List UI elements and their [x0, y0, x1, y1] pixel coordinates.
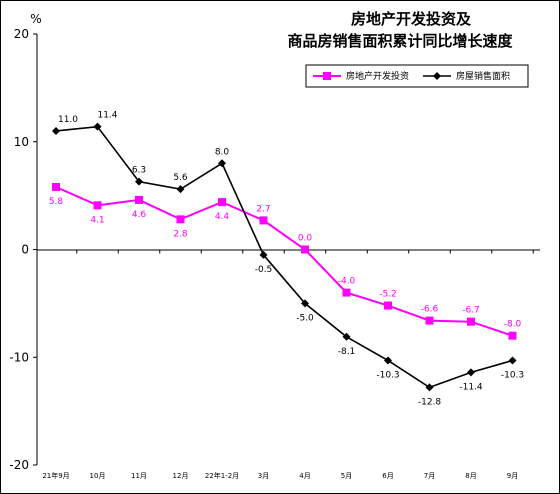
data-point-diamond — [93, 122, 102, 131]
series-line — [55, 125, 513, 389]
data-point-diamond — [176, 185, 185, 194]
x-tick-label: 10月 — [90, 472, 106, 480]
y-axis-unit-label: % — [30, 12, 41, 26]
y-tick-label: -10 — [9, 350, 29, 364]
data-label: 4.1 — [90, 215, 104, 225]
x-tick-label: 12月 — [173, 472, 189, 480]
data-point-square — [135, 195, 143, 204]
data-point-square — [93, 201, 102, 210]
chart-title-line-1: 房地产开发投资及 — [351, 10, 472, 28]
legend-label-investment: 房地产开发投资 — [346, 70, 409, 82]
data-point-diamond — [384, 356, 392, 365]
x-tick-label: 5月 — [341, 472, 352, 480]
data-point-square — [508, 331, 517, 340]
series-layer: 5.8 4.1 4.6 2.8 4.4 2.7 0.0 -4.0 -5.2 -6.6 -6.7 -8.… — [49, 111, 524, 408]
data-label: -6.7 — [462, 306, 480, 316]
y-axis-ticks: 20 10 0 -10 -20 — [9, 27, 37, 472]
x-tick-label: 4月 — [299, 472, 310, 480]
data-point-square — [259, 216, 268, 225]
data-point-diamond — [301, 299, 309, 308]
chart-title-line-2: 商品房销售面积累计同比增长速度 — [287, 32, 513, 50]
data-label: 5.6 — [173, 173, 188, 183]
y-tick-label: 20 — [14, 27, 29, 41]
data-label: -6.6 — [421, 305, 439, 315]
data-point-diamond — [259, 250, 268, 259]
legend-marker-sales-area — [433, 72, 441, 80]
x-tick-label: 3月 — [258, 472, 269, 480]
data-point-square — [384, 301, 392, 310]
data-point-square — [342, 288, 351, 297]
x-axis-ticks: 21年9月 10月 11月 12月 22年1-2月 3月 4月 5月 6月 7月 8月 9月 — [42, 249, 534, 480]
data-label: -0.5 — [255, 265, 273, 275]
y-tick-label: -20 — [9, 458, 29, 472]
series-line — [55, 186, 513, 337]
data-label: 4.6 — [132, 210, 147, 220]
x-tick-label: 6月 — [382, 472, 393, 480]
data-point-square — [425, 316, 434, 325]
data-label: 4.4 — [215, 212, 230, 222]
data-label: 6.3 — [132, 166, 146, 176]
data-point-diamond — [508, 356, 517, 365]
data-label: 2.7 — [256, 204, 270, 214]
x-tick-label: 8月 — [465, 472, 476, 480]
data-point-diamond — [425, 383, 434, 392]
data-point-diamond — [135, 177, 143, 186]
data-label: -8.0 — [504, 320, 522, 330]
data-label: -4.0 — [338, 277, 356, 287]
data-label: 8.0 — [215, 147, 230, 157]
legend-label-sales-area: 房屋销售面积 — [456, 70, 510, 82]
data-label: -11.4 — [459, 382, 483, 392]
data-label: -10.3 — [376, 370, 399, 380]
data-label: 11.4 — [97, 111, 117, 121]
data-label: 0.0 — [298, 234, 313, 244]
legend-marker-investment — [323, 72, 331, 80]
series-investment: 5.8 4.1 4.6 2.8 4.4 2.7 0.0 -4.0 -5.2 -6.6 -6.7 -8.… — [49, 183, 522, 340]
data-point-diamond — [467, 368, 475, 377]
x-tick-label: 9月 — [507, 472, 518, 480]
data-label: -12.8 — [418, 397, 442, 407]
data-label: -5.0 — [296, 313, 314, 323]
data-point-square — [218, 198, 226, 207]
data-point-square — [467, 317, 475, 326]
data-label: -5.2 — [379, 290, 397, 300]
data-label: -10.3 — [501, 370, 524, 380]
x-tick-label: 22年1-2月 — [205, 471, 239, 480]
legend: 房地产开发投资 房屋销售面积 — [305, 64, 529, 88]
data-label: -8.1 — [338, 347, 356, 357]
series-sales-area: 11.0 11.4 6.3 5.6 8.0 -0.5 -5.0 -8.1 -10.3 -12.8 -… — [52, 111, 524, 407]
y-tick-label: 0 — [21, 243, 29, 257]
x-tick-label: 11月 — [131, 472, 147, 480]
x-tick-label: 7月 — [424, 472, 435, 480]
data-point-diamond — [52, 126, 60, 135]
data-point-square — [52, 183, 60, 192]
data-label: 11.0 — [58, 115, 78, 125]
data-point-square — [301, 245, 309, 254]
data-label: 2.8 — [173, 229, 188, 239]
y-tick-label: 10 — [14, 135, 29, 149]
legend-box — [305, 64, 529, 88]
data-point-diamond — [342, 332, 351, 341]
x-tick-label: 21年9月 — [42, 471, 69, 480]
data-point-diamond — [218, 159, 226, 168]
data-point-square — [176, 215, 185, 224]
data-label: 5.8 — [49, 197, 64, 207]
